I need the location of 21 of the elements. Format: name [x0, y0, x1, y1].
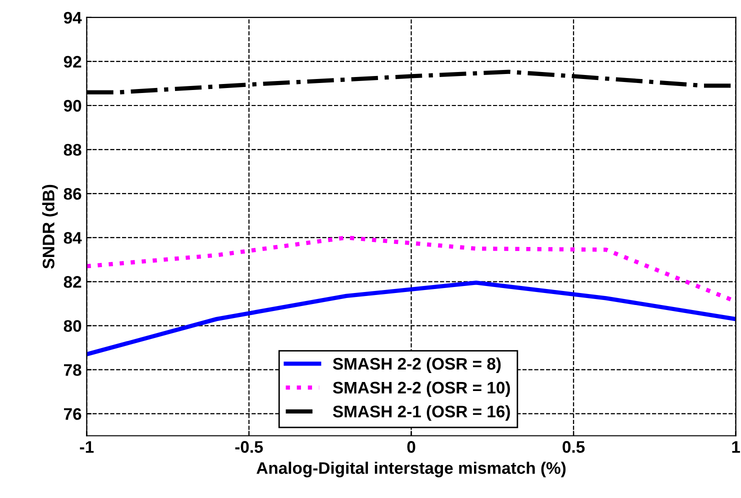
y-tick-label: 78	[64, 364, 82, 376]
x-axis-title: Analog-Digital interstage mismatch (%)	[256, 462, 566, 478]
legend-label: SMASH 2-2 (OSR = 10)	[332, 381, 510, 397]
y-tick-label: 88	[64, 144, 82, 156]
y-tick-label: 86	[64, 188, 82, 200]
legend-label: SMASH 2-2 (OSR = 8)	[332, 357, 501, 374]
legend-label: SMASH 2-1 (OSR = 16)	[332, 405, 510, 421]
y-tick-label: 94	[64, 12, 82, 24]
x-tick-label: 0.5	[562, 441, 585, 453]
y-axis-title: SNDR (dB)	[42, 184, 58, 269]
y-tick-label: 92	[64, 56, 82, 68]
x-tick-label: -1	[80, 441, 94, 453]
x-tick-label: -0.5	[235, 441, 263, 453]
y-tick-label: 90	[64, 100, 82, 112]
x-tick-label: 0	[407, 441, 416, 453]
y-tick-label: 84	[64, 232, 82, 244]
x-tick-label: 1	[732, 441, 740, 453]
y-tick-label: 80	[64, 320, 82, 332]
y-tick-label: 82	[64, 276, 82, 288]
line-series	[86, 280, 736, 356]
y-tick-label: 76	[64, 408, 82, 420]
